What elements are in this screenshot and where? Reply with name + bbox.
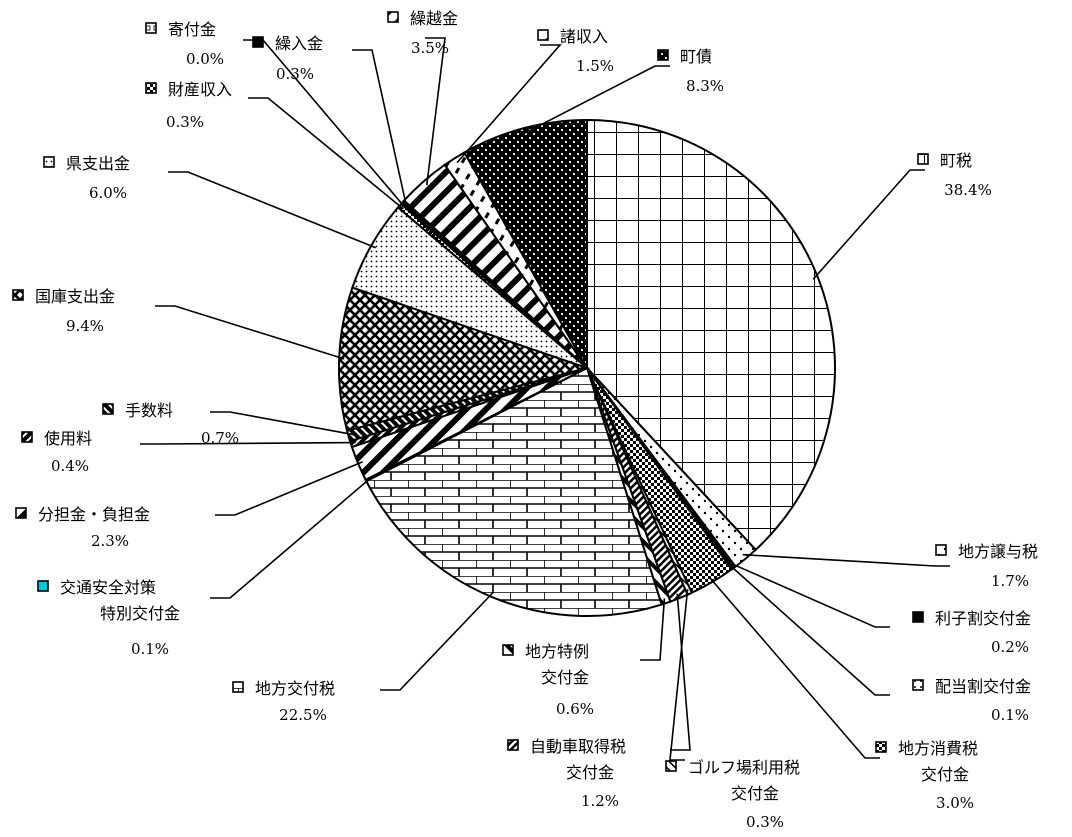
slice-12-leader-line [210, 411, 354, 436]
slice-6-label-line-1: 交付金 [566, 763, 614, 782]
slice-15-label-line-0: 財産収入 [168, 80, 232, 99]
slice-7-value-label: 0.6% [556, 700, 594, 718]
slice-20-leader-line [524, 65, 670, 134]
slice-13-value-label: 9.4% [66, 317, 104, 335]
slice-15-value-label: 0.3% [166, 113, 204, 131]
slice-20-value-label: 8.3% [686, 77, 724, 95]
slice-12-legend-marker [102, 403, 114, 415]
slice-1-leader-line [742, 553, 950, 567]
slice-9-legend-marker [37, 580, 49, 592]
pie-slices [338, 118, 836, 617]
slice-5-label-line-1: 交付金 [731, 784, 779, 803]
leader-lines [140, 37, 950, 761]
slice-5-label-line-0: ゴルフ場利用税 [688, 758, 800, 777]
slice-11-value-label: 0.4% [51, 457, 89, 475]
slice-12-value-label: 0.7% [201, 429, 239, 447]
slice-8-wedge [364, 366, 663, 617]
slice-14-label-line-0: 県支出金 [66, 154, 130, 173]
slice-3-leader-line [728, 564, 890, 696]
slice-19-leader-line [456, 44, 562, 164]
slice-10-leader-line [215, 460, 364, 516]
slice-4-value-label: 3.0% [936, 794, 974, 812]
slice-16-legend-marker [145, 22, 157, 34]
slice-10-legend-marker [15, 507, 27, 519]
slice-14-leader-line [168, 171, 377, 249]
slice-6-label-line-0: 自動車取得税 [530, 737, 626, 756]
slice-8-value-label: 22.5% [279, 706, 327, 724]
slice-0-value-label: 38.4% [944, 181, 992, 199]
slice-7-leader-line [640, 598, 666, 661]
slice-9-leader-line [210, 477, 371, 599]
slice-0-leader-line [812, 169, 925, 280]
slice-17-leader-line [352, 49, 408, 206]
slice-15-legend-marker [145, 82, 157, 94]
slice-11-legend-marker [21, 431, 33, 443]
slice-1-value-label: 1.7% [991, 572, 1029, 590]
slice-7-label-line-1: 交付金 [541, 668, 589, 687]
slice-14-value-label: 6.0% [89, 184, 127, 202]
slice-19-label-line-0: 諸収入 [560, 27, 608, 46]
slice-0-label-line-0: 町税 [940, 151, 972, 170]
slice-12-label-line-0: 手数料 [125, 401, 173, 420]
slice-13-label-line-0: 国庫支出金 [35, 287, 115, 306]
slice-13-leader-line [155, 305, 345, 360]
slice-8-leader-line [380, 591, 494, 691]
slice-2-value-label: 0.2% [991, 638, 1029, 656]
slice-18-value-label: 3.5% [411, 39, 449, 57]
slice-6-leader-line [670, 593, 691, 751]
slice-14-legend-marker [43, 156, 55, 168]
slice-4-label-line-0: 地方消費税 [898, 739, 978, 758]
slice-1-label-line-0: 地方譲与税 [958, 542, 1038, 561]
slice-13-legend-marker [12, 289, 24, 301]
slice-18-label-line-0: 繰越金 [410, 9, 458, 28]
slice-3-label-line-0: 配当割交付金 [935, 677, 1031, 696]
slice-18-leader-line [425, 37, 446, 186]
slice-labels: 町税 38.4% 地方譲与税 1.7% 利子割交付金 0.2% 配当割交付金 0.1% 地方消費… [12, 9, 1038, 831]
slice-6-legend-marker [507, 739, 519, 751]
slice-16-leader-line [243, 39, 406, 208]
slice-2-label-line-0: 利子割交付金 [935, 609, 1031, 628]
slice-0-wedge [586, 118, 836, 552]
slice-17-label-line-0: 繰入金 [275, 34, 323, 53]
slice-6-value-label: 1.2% [581, 792, 619, 810]
slice-7-legend-marker [502, 644, 514, 656]
slice-2-legend-marker [912, 611, 924, 623]
slice-20-label-line-0: 町債 [680, 47, 712, 66]
slice-15-leader-line [248, 97, 404, 210]
slice-16-value-label: 0.0% [186, 50, 224, 68]
slice-20-legend-marker [657, 49, 669, 61]
slice-5-legend-marker [665, 760, 677, 772]
slice-7-label-line-0: 地方特例 [525, 642, 589, 661]
slice-5-value-label: 0.3% [746, 813, 784, 831]
slice-4-legend-marker [875, 741, 887, 753]
slice-0-legend-marker [917, 153, 929, 165]
slice-11-leader-line [140, 441, 356, 445]
slice-3-legend-marker [912, 679, 924, 691]
slice-9-label-line-1: 特別交付金 [100, 604, 180, 623]
slice-1-legend-marker [935, 544, 947, 556]
slice-17-value-label: 0.3% [276, 65, 314, 83]
slice-17-legend-marker [252, 36, 264, 48]
slice-3-value-label: 0.1% [991, 706, 1029, 724]
slice-8-label-line-0: 地方交付税 [255, 679, 335, 698]
slice-4-leader-line [709, 577, 880, 759]
slice-19-value-label: 1.5% [576, 57, 614, 75]
slice-10-value-label: 2.3% [91, 532, 129, 550]
slice-19-legend-marker [537, 29, 549, 41]
slice-4-label-line-1: 交付金 [921, 765, 969, 784]
slice-18-legend-marker [387, 11, 399, 23]
slice-13-wedge [338, 286, 591, 432]
slice-11-label-line-0: 使用料 [44, 429, 92, 448]
slice-2-leader-line [730, 562, 890, 628]
slice-9-value-label: 0.1% [131, 640, 169, 658]
slice-8-legend-marker [232, 681, 244, 693]
slice-10-label-line-0: 分担金・負担金 [38, 505, 150, 524]
slice-16-label-line-0: 寄付金 [168, 20, 216, 39]
slice-9-label-line-0: 交通安全対策 [60, 578, 156, 597]
